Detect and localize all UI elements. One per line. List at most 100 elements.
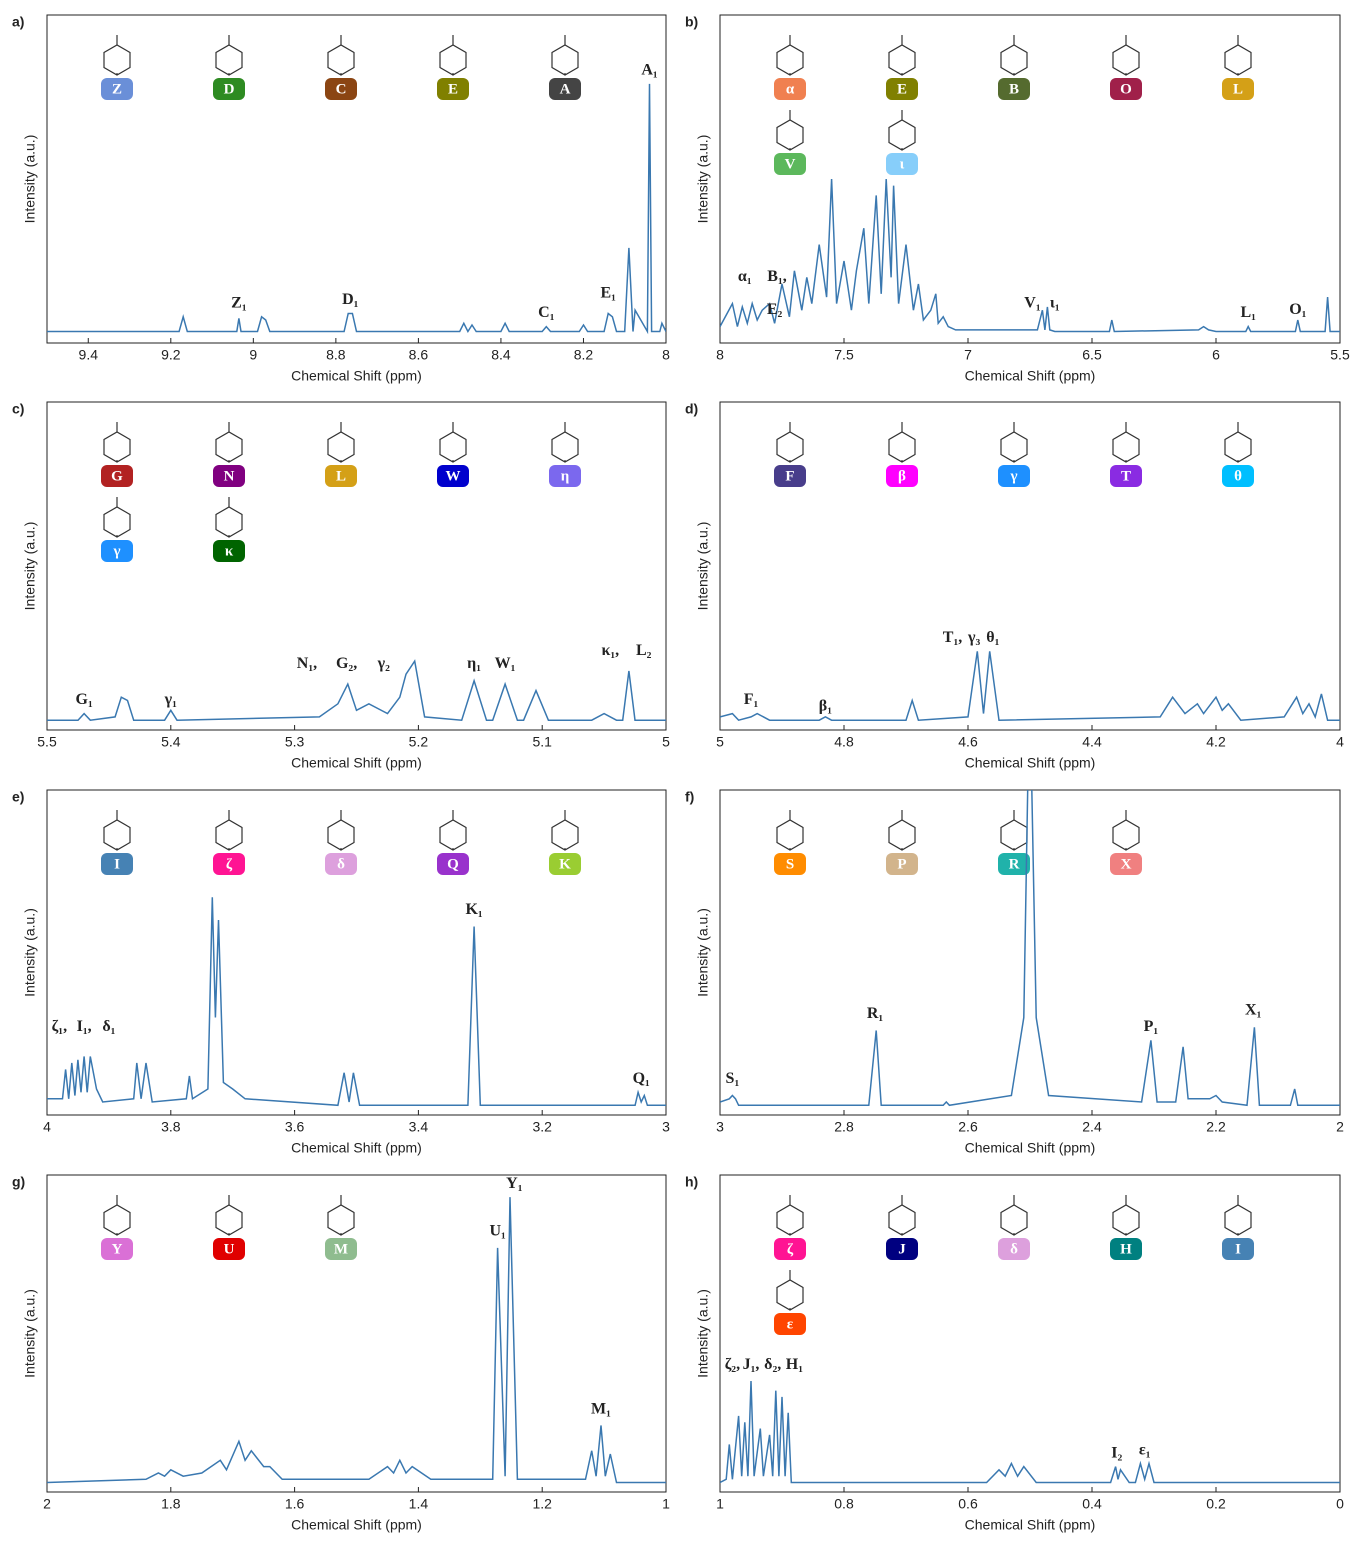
compound-label: R bbox=[1009, 856, 1020, 872]
x-tick-label: 1.6 bbox=[285, 1496, 305, 1512]
compound-label: B bbox=[1009, 81, 1019, 97]
peak-label: E₁ bbox=[600, 284, 616, 301]
structure-ring bbox=[777, 1280, 803, 1310]
structure-ring bbox=[777, 1205, 803, 1235]
structure-ring bbox=[889, 820, 915, 850]
structure-ring bbox=[1113, 432, 1139, 462]
compound-label: P bbox=[897, 856, 906, 872]
peak-label: Q₁ bbox=[633, 1070, 650, 1087]
x-axis-title: Chemical Shift (ppm) bbox=[291, 368, 422, 384]
structure-ring bbox=[552, 432, 578, 462]
panel-label: f) bbox=[685, 789, 694, 805]
peak-label: ι₁ bbox=[1050, 294, 1060, 311]
structure-ring bbox=[216, 820, 242, 850]
spectrum-line bbox=[47, 1197, 666, 1482]
compound-label: γ bbox=[112, 543, 120, 559]
structure-ring bbox=[777, 432, 803, 462]
structure-ring bbox=[889, 1205, 915, 1235]
peak-label: I₂ bbox=[1111, 1445, 1122, 1462]
peak-label: L₂ bbox=[636, 642, 652, 659]
compound-label: F bbox=[785, 468, 794, 484]
x-tick-label: 2.8 bbox=[834, 1119, 854, 1135]
structure-ring bbox=[104, 507, 130, 537]
peak-label: Z₁ bbox=[231, 294, 247, 311]
compound-label: S bbox=[786, 856, 794, 872]
x-tick-label: 5.5 bbox=[37, 734, 57, 750]
x-axis-title: Chemical Shift (ppm) bbox=[965, 1517, 1096, 1533]
x-tick-label: 8 bbox=[716, 347, 724, 363]
y-axis-title: Intensity (a.u.) bbox=[22, 135, 38, 224]
compound-label: α bbox=[786, 81, 795, 97]
structure-ring bbox=[1113, 820, 1139, 850]
peak-label: η₁ bbox=[467, 655, 481, 672]
structure-ring bbox=[1113, 1205, 1139, 1235]
x-axis-title: Chemical Shift (ppm) bbox=[965, 755, 1096, 771]
peak-label: D₁ bbox=[342, 291, 359, 308]
plot-frame bbox=[720, 790, 1340, 1115]
peak-label: W₁ bbox=[495, 655, 516, 672]
panel-label: h) bbox=[685, 1174, 698, 1190]
peak-label: Y₁ bbox=[506, 1175, 523, 1192]
panel-label: b) bbox=[685, 14, 698, 30]
x-tick-label: 7 bbox=[964, 347, 972, 363]
compound-label: W bbox=[446, 468, 461, 484]
x-tick-label: 2 bbox=[43, 1496, 51, 1512]
compound-label: β bbox=[898, 468, 906, 484]
peak-label: κ₁, bbox=[601, 642, 619, 659]
peak-label: δ₂, bbox=[764, 1356, 781, 1373]
x-tick-label: 3 bbox=[716, 1119, 724, 1135]
structure-ring bbox=[1113, 45, 1139, 75]
structure-ring bbox=[777, 120, 803, 150]
peak-label: S₁ bbox=[726, 1070, 740, 1087]
structure-ring bbox=[1225, 45, 1251, 75]
peak-label: A₁ bbox=[641, 61, 658, 78]
page: a)Intensity (a.u.)Chemical Shift (ppm)9.… bbox=[0, 0, 1354, 1551]
compound-label: L bbox=[1233, 81, 1243, 97]
compound-label: ζ bbox=[787, 1241, 794, 1257]
x-tick-label: 5.3 bbox=[285, 734, 305, 750]
structure-ring bbox=[216, 432, 242, 462]
x-tick-label: 8 bbox=[662, 347, 670, 363]
structure-ring bbox=[777, 45, 803, 75]
peak-label: G₂, bbox=[336, 655, 357, 672]
peak-label: U₁ bbox=[489, 1223, 506, 1240]
compound-label: η bbox=[561, 468, 570, 484]
plot-frame bbox=[720, 1175, 1340, 1492]
structure-ring bbox=[216, 45, 242, 75]
structure-ring bbox=[1225, 432, 1251, 462]
structure-ring bbox=[104, 1205, 130, 1235]
structure-ring bbox=[328, 45, 354, 75]
compound-label: T bbox=[1121, 468, 1131, 484]
y-axis-title: Intensity (a.u.) bbox=[22, 908, 38, 997]
compound-label: X bbox=[1121, 856, 1132, 872]
peak-label: M₁ bbox=[591, 1400, 611, 1417]
x-tick-label: 2.6 bbox=[958, 1119, 978, 1135]
x-tick-label: 4.8 bbox=[834, 734, 854, 750]
peak-label: ζ₂, bbox=[725, 1356, 740, 1373]
structure-ring bbox=[328, 820, 354, 850]
x-tick-label: 1.4 bbox=[409, 1496, 429, 1512]
x-tick-label: 5.2 bbox=[409, 734, 429, 750]
peak-label: K₁ bbox=[465, 901, 482, 918]
x-tick-label: 3 bbox=[662, 1119, 670, 1135]
compound-label: ε bbox=[787, 1316, 794, 1332]
peak-label: β₁ bbox=[819, 698, 832, 715]
peak-label: N₁, bbox=[297, 655, 317, 672]
x-tick-label: 0.8 bbox=[834, 1496, 854, 1512]
panel-label: c) bbox=[12, 401, 24, 417]
plot-frame bbox=[47, 402, 666, 730]
structure-ring bbox=[1001, 45, 1027, 75]
plot-frame bbox=[47, 1175, 666, 1492]
compound-label: Q bbox=[447, 856, 459, 872]
x-axis-title: Chemical Shift (ppm) bbox=[965, 368, 1096, 384]
plot-frame bbox=[720, 402, 1340, 730]
structure-ring bbox=[889, 120, 915, 150]
compound-label: O bbox=[1120, 81, 1132, 97]
panel-label: e) bbox=[12, 789, 24, 805]
spectrum-line bbox=[47, 897, 666, 1105]
x-tick-label: 5.4 bbox=[161, 734, 181, 750]
x-tick-label: 8.6 bbox=[409, 347, 429, 363]
compound-label: ζ bbox=[226, 856, 233, 872]
x-tick-label: 3.2 bbox=[532, 1119, 552, 1135]
structure-ring bbox=[552, 820, 578, 850]
